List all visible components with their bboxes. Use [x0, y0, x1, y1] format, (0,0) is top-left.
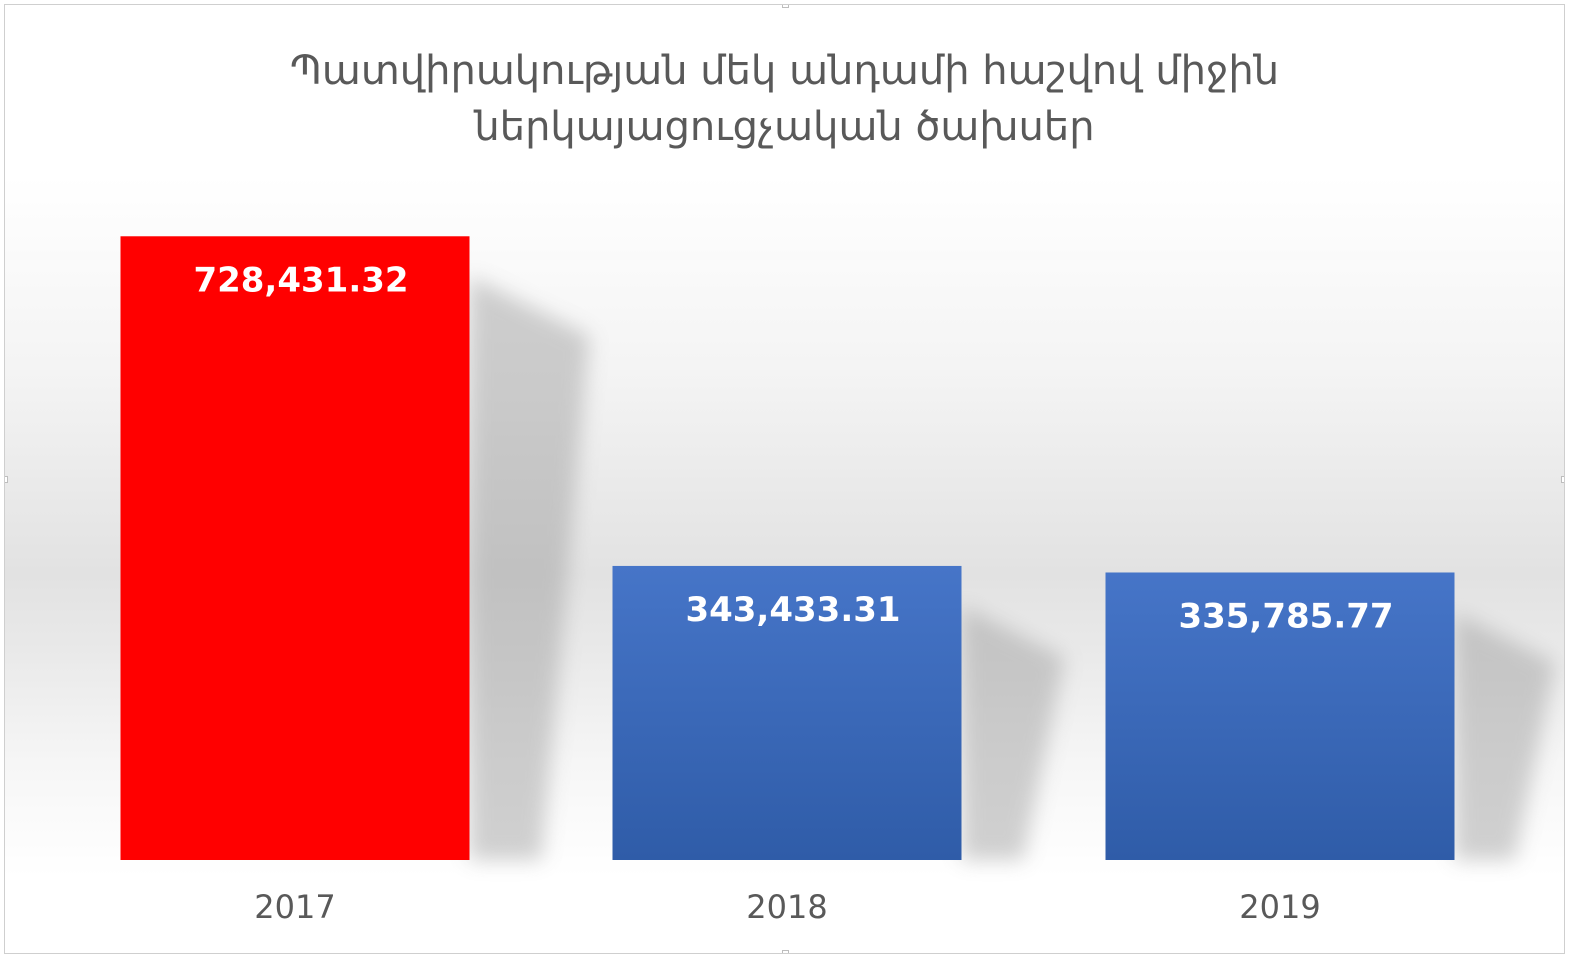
bar-2019[interactable]	[1105, 572, 1455, 860]
data-label-2017: 728,431.32	[193, 260, 408, 300]
resize-handle-right[interactable]	[1561, 476, 1564, 483]
x-tick-label-2019: 2019	[1239, 888, 1320, 926]
chart-frame: Պատվիրակության մեկ անդամի հաշվով միջին ն…	[4, 4, 1565, 954]
data-label-2018: 343,433.31	[685, 590, 900, 630]
x-tick-label-2017: 2017	[254, 888, 335, 926]
data-label-2019: 335,785.77	[1178, 596, 1393, 636]
resize-handle-left[interactable]	[5, 476, 8, 483]
bar-2018[interactable]	[612, 565, 962, 860]
bar-2017[interactable]	[120, 236, 470, 860]
x-tick-label-2018: 2018	[746, 888, 827, 926]
chart-title: Պատվիրակության մեկ անդամի հաշվով միջին ն…	[5, 43, 1564, 155]
bar-shadow-2019	[1454, 612, 1556, 860]
resize-handle-top[interactable]	[782, 5, 789, 8]
chart-title-line-2: ներկայացուցչական ծախսեր	[474, 104, 1095, 150]
resize-handle-bottom[interactable]	[782, 950, 789, 953]
chart-title-line-1: Պատվիրակության մեկ անդամի հաշվով միջին	[289, 48, 1280, 94]
bar-shadow-2017	[469, 276, 590, 861]
bar-shadow-2018	[961, 605, 1065, 860]
plot-area: 728,431.32 343,433.31 335,785.77 2017 2018 2…	[120, 236, 1556, 926]
